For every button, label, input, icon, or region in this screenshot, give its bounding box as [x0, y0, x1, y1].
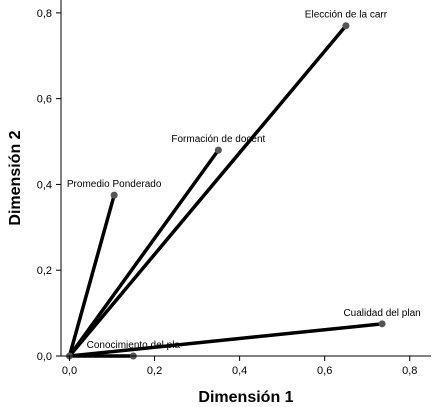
data-point — [378, 320, 386, 328]
y-tick-label: 0,8 — [37, 8, 52, 20]
y-tick-label: 0,2 — [37, 265, 52, 277]
data-point — [214, 146, 222, 154]
x-axis-ticks: 0,0 0,2 0,4 0,6 0,8 — [62, 356, 417, 377]
vector-line — [67, 148, 221, 358]
point-label: Conocimiento del pla — [87, 340, 181, 351]
y-axis-title: Dimensión 2 — [7, 130, 24, 225]
point-label: Formación de docent — [171, 134, 265, 145]
point-label: Elección de la carr — [305, 10, 388, 21]
x-tick-label: 0,8 — [402, 365, 417, 377]
y-tick-label: 0,6 — [37, 94, 52, 106]
x-tick-label: 0,0 — [62, 365, 77, 377]
point-labels: Elección de la carr Formación de docent Pr… — [67, 10, 421, 351]
data-point — [110, 191, 118, 199]
data-points — [66, 22, 386, 360]
data-point — [342, 22, 350, 30]
x-tick-label: 0,2 — [147, 365, 162, 377]
vector-line — [67, 322, 384, 358]
vector-lines — [67, 23, 384, 358]
point-label: Cualidad del plan — [343, 308, 420, 319]
y-tick-label: 0,0 — [37, 351, 52, 363]
vector-line — [67, 193, 116, 358]
vector-line — [67, 23, 348, 358]
x-axis-title: Dimensión 1 — [198, 389, 293, 406]
y-tick-label: 0,4 — [37, 179, 52, 191]
y-axis-ticks: 0,0 0,2 0,4 0,6 0,8 — [37, 8, 61, 363]
point-label: Promedio Ponderado — [67, 179, 162, 190]
x-tick-label: 0,6 — [317, 365, 332, 377]
x-tick-label: 0,4 — [232, 365, 247, 377]
